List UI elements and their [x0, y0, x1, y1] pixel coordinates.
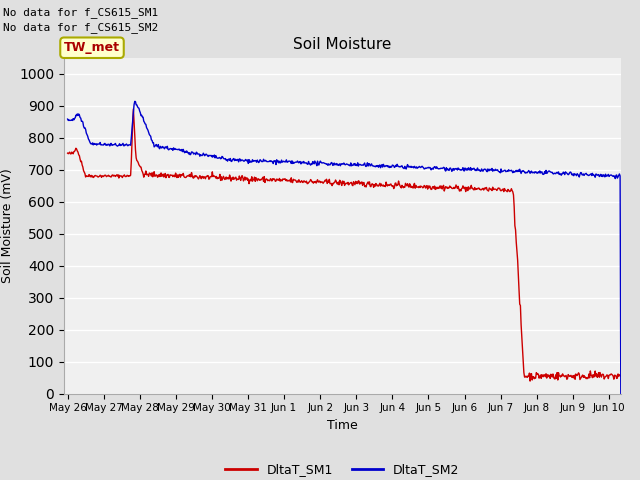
Legend: DltaT_SM1, DltaT_SM2: DltaT_SM1, DltaT_SM2: [220, 458, 465, 480]
DltaT_SM1: [526, 378, 534, 384]
DltaT_SM1: [541, 374, 549, 380]
DltaT_SM2: [386, 165, 394, 170]
Line: DltaT_SM1: DltaT_SM1: [68, 109, 621, 381]
Text: No data for f_CS615_SM1: No data for f_CS615_SM1: [3, 7, 159, 18]
DltaT_SM1: [417, 183, 424, 189]
Text: TW_met: TW_met: [64, 41, 120, 54]
DltaT_SM1: [617, 373, 625, 379]
DltaT_SM2: [417, 165, 424, 170]
Title: Soil Moisture: Soil Moisture: [293, 37, 392, 52]
Y-axis label: Soil Moisture (mV): Soil Moisture (mV): [1, 168, 13, 283]
DltaT_SM2: [400, 166, 408, 171]
DltaT_SM1: [64, 150, 72, 156]
DltaT_SM2: [541, 168, 548, 174]
DltaT_SM2: [484, 166, 492, 172]
Text: No data for f_CS615_SM2: No data for f_CS615_SM2: [3, 22, 159, 33]
X-axis label: Time: Time: [327, 419, 358, 432]
DltaT_SM2: [617, 391, 625, 396]
DltaT_SM1: [129, 106, 137, 112]
DltaT_SM1: [484, 188, 492, 193]
DltaT_SM1: [400, 184, 408, 190]
DltaT_SM2: [131, 98, 139, 104]
DltaT_SM1: [98, 174, 106, 180]
DltaT_SM2: [98, 142, 106, 148]
Line: DltaT_SM2: DltaT_SM2: [68, 101, 621, 394]
DltaT_SM1: [386, 182, 394, 188]
DltaT_SM2: [64, 116, 72, 122]
